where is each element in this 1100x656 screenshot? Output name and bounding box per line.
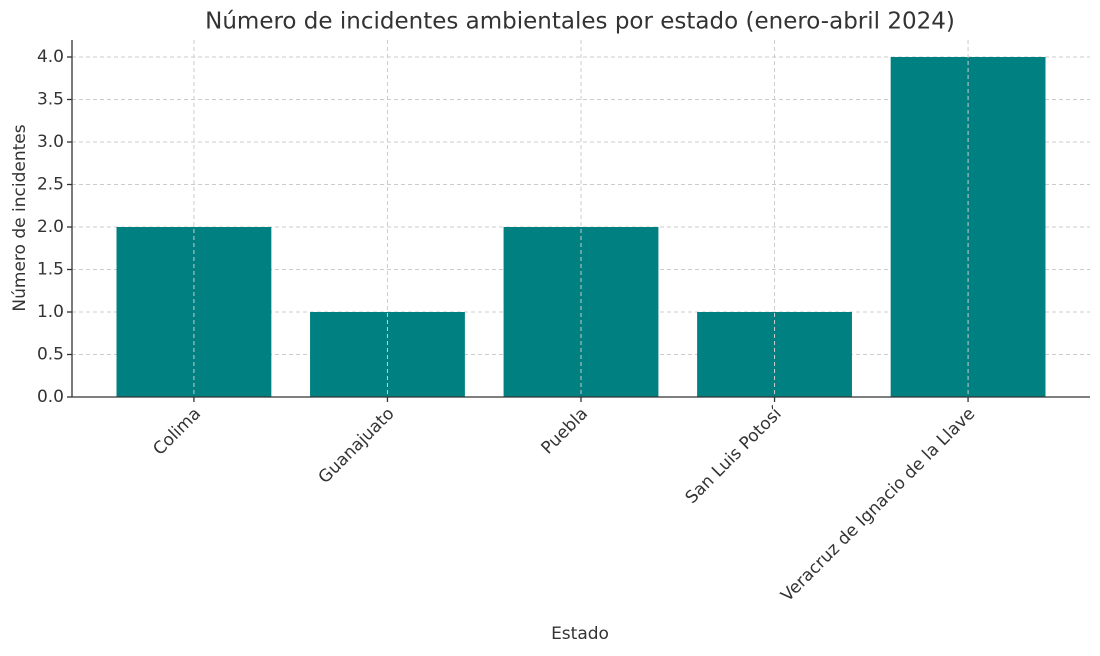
y-tick-label: 2.5 <box>37 175 64 195</box>
x-tick-label: San Luis Potosí <box>682 403 787 508</box>
y-tick-label: 0.0 <box>37 387 64 407</box>
y-tick-label: 3.0 <box>37 132 64 152</box>
x-tick-label: Puebla <box>538 404 593 459</box>
bar <box>310 312 465 397</box>
y-tick-label: 3.5 <box>37 90 64 110</box>
bar <box>503 227 659 397</box>
y-tick-label: 1.5 <box>37 260 64 280</box>
x-tick-label: Colima <box>149 404 205 460</box>
x-tick-label: Guanajuato <box>315 404 399 488</box>
bar <box>697 312 852 397</box>
y-tick-label: 2.0 <box>37 217 64 237</box>
y-axis-label: Número de incidentes <box>10 124 30 311</box>
x-tick-label: Veracruz de Ignacio de la Llave <box>777 404 979 606</box>
y-tick-label: 4.0 <box>37 47 64 67</box>
y-tick-label: 1.0 <box>37 302 64 322</box>
bar <box>116 227 272 397</box>
chart-title: Número de incidentes ambientales por est… <box>205 9 955 35</box>
x-axis-label: Estado <box>551 624 609 644</box>
bar <box>890 57 1046 397</box>
y-tick-label: 0.5 <box>37 345 64 365</box>
